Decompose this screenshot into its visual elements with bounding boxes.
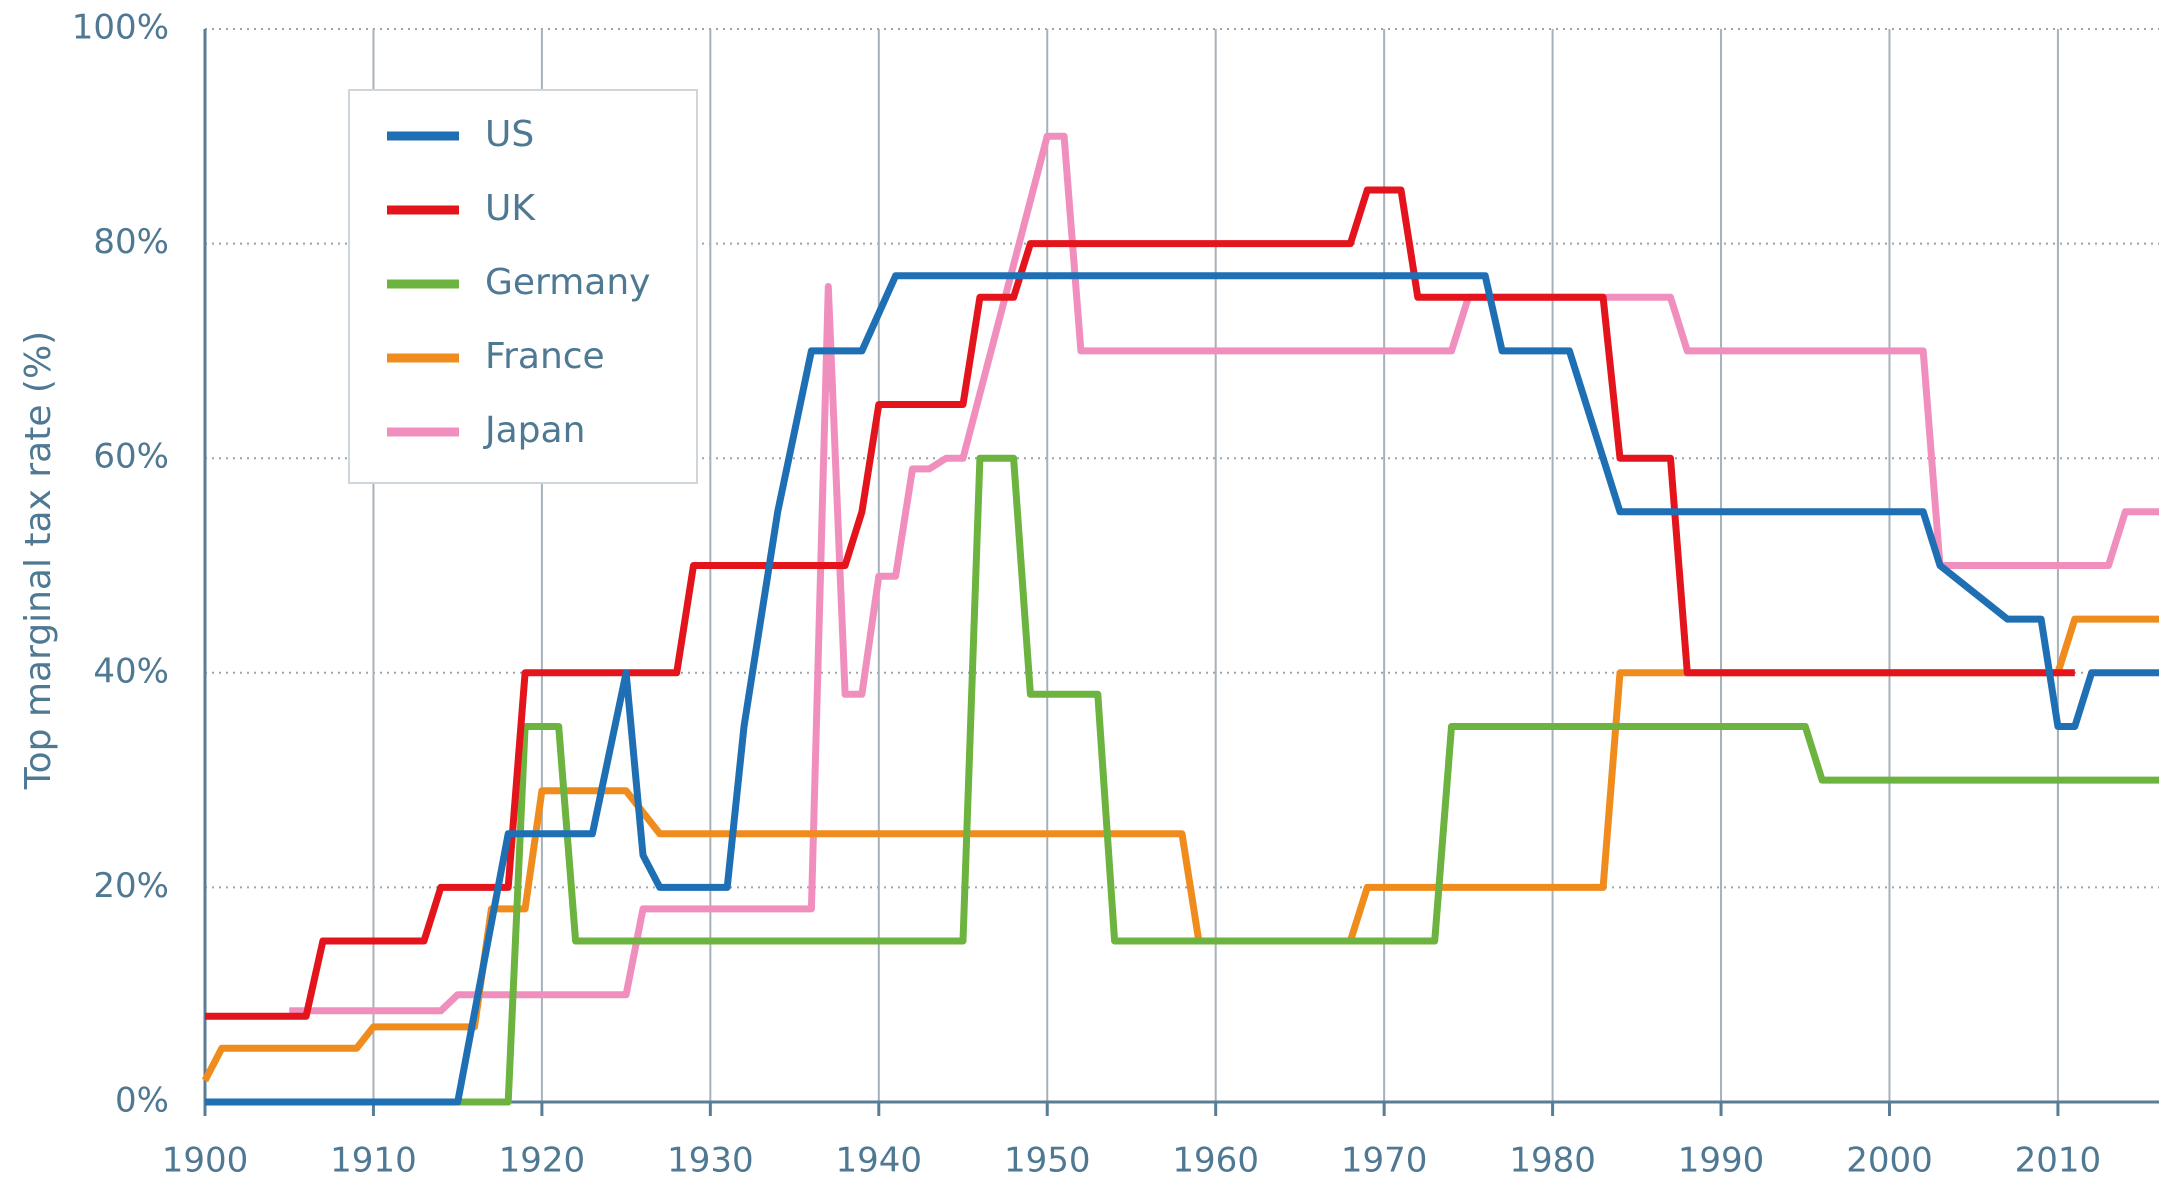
x-tick-label: 1960	[1172, 1141, 1259, 1181]
x-tick-label: 1930	[667, 1141, 754, 1181]
x-tick-label: 1990	[1678, 1141, 1765, 1181]
x-tick-label: 2000	[1846, 1141, 1933, 1181]
y-tick-label: 100%	[72, 8, 169, 48]
legend-label: UK	[485, 188, 536, 229]
series-line	[205, 186, 2075, 1020]
y-tick-label: 80%	[93, 222, 169, 262]
x-tick-label: 1970	[1341, 1141, 1428, 1181]
x-tick-label: 1950	[1004, 1141, 1091, 1181]
legend-label: US	[485, 114, 534, 155]
x-tick-label: 1980	[1509, 1141, 1596, 1181]
legend-label: France	[485, 336, 605, 377]
y-tick-label: 40%	[93, 651, 169, 691]
legend-label: Germany	[485, 262, 650, 303]
y-axis-label: Top marginal tax rate (%)	[18, 331, 59, 790]
y-tick-label: 20%	[93, 866, 169, 906]
series-line	[457, 454, 2159, 1106]
x-tick-label: 1900	[162, 1141, 249, 1181]
legend-label: Japan	[483, 410, 585, 451]
series-line	[289, 132, 2159, 1015]
x-tick-label: 1910	[330, 1141, 417, 1181]
series-line	[205, 272, 2159, 1106]
x-tick-label: 1920	[499, 1141, 586, 1181]
x-tick-label: 2010	[2015, 1141, 2102, 1181]
x-tick-label: 1940	[836, 1141, 923, 1181]
y-tick-label: 0%	[115, 1081, 169, 1121]
y-tick-label: 60%	[93, 437, 169, 477]
series-line	[201, 615, 2159, 1083]
